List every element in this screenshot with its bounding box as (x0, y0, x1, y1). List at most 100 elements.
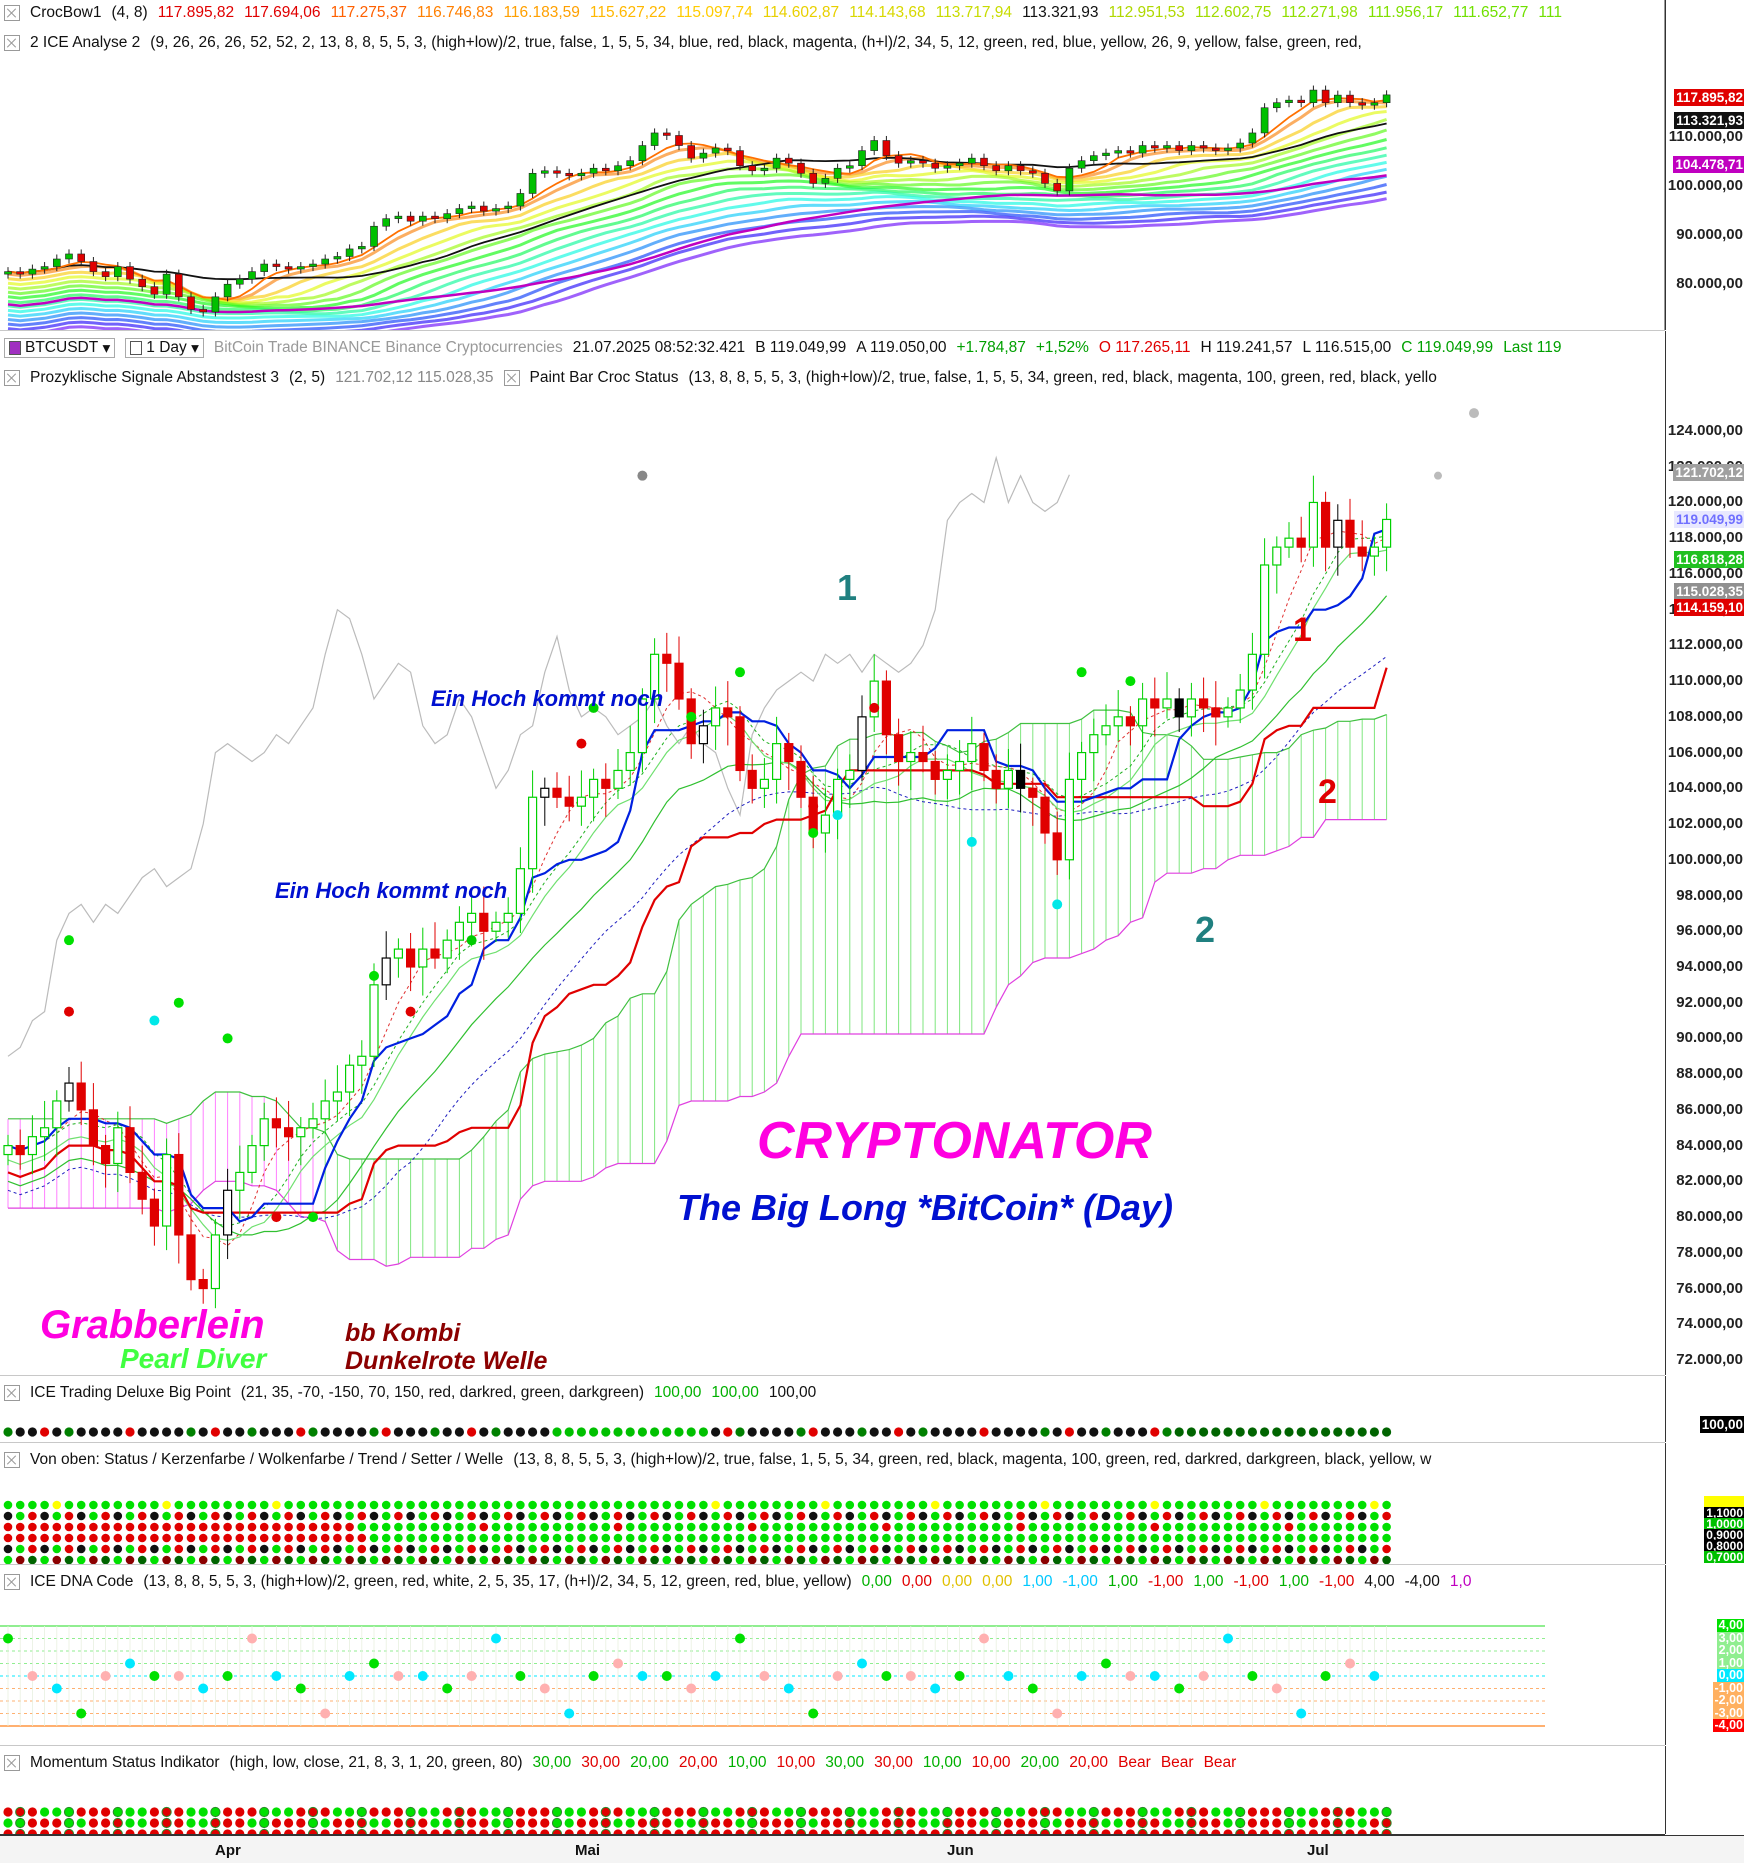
momentum-dot (906, 1829, 915, 1834)
status-dot (272, 1556, 281, 1564)
axis-tick: 80.000,00 (1676, 275, 1743, 292)
status-dot (1309, 1501, 1318, 1510)
status-dot (321, 1545, 330, 1554)
candle-body (1004, 770, 1012, 788)
momentum-dot (28, 1829, 37, 1834)
ice-deluxe-axis: 100,00 (1665, 1376, 1744, 1442)
candle-body (590, 779, 598, 797)
momentum-dot (918, 1818, 927, 1827)
momentum-dot (211, 1818, 220, 1827)
deluxe-dot (430, 1427, 439, 1436)
candle-body (749, 166, 756, 171)
momentum-dot (1297, 1807, 1306, 1816)
status-dot (1053, 1545, 1062, 1554)
candle-body (577, 797, 585, 806)
status-dot (1321, 1534, 1330, 1543)
deluxe-dot (16, 1427, 25, 1436)
momentum-dot (638, 1829, 647, 1834)
status-dot (907, 1534, 916, 1543)
status-dot (1077, 1534, 1086, 1543)
status-dot (406, 1512, 415, 1521)
momentum-dot (821, 1818, 830, 1827)
status-dot (1077, 1512, 1086, 1521)
status-dot (858, 1501, 867, 1510)
status-dot (797, 1534, 806, 1543)
momentum-dot (1248, 1818, 1257, 1827)
dna-code-chart (0, 1565, 1665, 1745)
candle-body (615, 166, 622, 171)
status-dot (236, 1545, 245, 1554)
status-dot (211, 1501, 220, 1510)
time-axis[interactable] (0, 1835, 1744, 1863)
status-dot (980, 1523, 989, 1532)
status-dot (907, 1512, 916, 1521)
candle-body (1224, 708, 1232, 717)
status-dot (602, 1545, 611, 1554)
status-dot (248, 1523, 257, 1532)
momentum-dot (479, 1829, 488, 1834)
status-dot (382, 1501, 391, 1510)
candle-body (1261, 108, 1268, 133)
status-dot (1090, 1545, 1099, 1554)
dna-dot (1369, 1671, 1379, 1681)
status-dot (1212, 1512, 1221, 1521)
status-dot (748, 1523, 757, 1532)
momentum-dot (260, 1818, 269, 1827)
deluxe-dot (28, 1427, 37, 1436)
status-dot (724, 1501, 733, 1510)
status-dot (1126, 1523, 1135, 1532)
axis-tick: 84.000,00 (1676, 1137, 1743, 1154)
status-dot (1248, 1512, 1257, 1521)
candle-body (200, 309, 207, 312)
deluxe-dot (1199, 1427, 1208, 1436)
status-dot (1090, 1534, 1099, 1543)
status-dot (1334, 1556, 1343, 1564)
momentum-dot (833, 1829, 842, 1834)
deluxe-dot (894, 1427, 903, 1436)
candle-body (724, 148, 731, 151)
status-dot (358, 1545, 367, 1554)
status-dot (821, 1534, 830, 1543)
deluxe-dot (955, 1427, 964, 1436)
deluxe-dot (382, 1427, 391, 1436)
status-dot (846, 1512, 855, 1521)
momentum-dot (699, 1829, 708, 1834)
status-dot (1309, 1523, 1318, 1532)
dna-dot (906, 1671, 916, 1681)
momentum-dot (40, 1807, 49, 1816)
ribbon-line (8, 155, 1387, 314)
momentum-dot (382, 1829, 391, 1834)
status-dot (1212, 1523, 1221, 1532)
annotation-dunkelrote-welle: Dunkelrote Welle (345, 1347, 547, 1376)
momentum-dot (833, 1807, 842, 1816)
status-dot (187, 1556, 196, 1564)
status-dot (589, 1534, 598, 1543)
deluxe-dot (1138, 1427, 1147, 1436)
status-dot (736, 1512, 745, 1521)
momentum-dot (589, 1807, 598, 1816)
signal-dot (467, 935, 477, 945)
candle-body (822, 178, 829, 183)
status-dot (382, 1512, 391, 1521)
status-dot (382, 1523, 391, 1532)
status-dot (1016, 1556, 1025, 1564)
status-dot (1358, 1534, 1367, 1543)
status-dot (1029, 1556, 1038, 1564)
momentum-dot (1248, 1829, 1257, 1834)
status-dot (833, 1534, 842, 1543)
status-dot (602, 1512, 611, 1521)
status-dot (1285, 1534, 1294, 1543)
momentum-dot (845, 1818, 854, 1827)
status-dot (1004, 1512, 1013, 1521)
status-dot (724, 1545, 733, 1554)
status-dot (650, 1545, 659, 1554)
candle-body (1163, 699, 1171, 708)
status-dot (467, 1512, 476, 1521)
status-dot (1102, 1556, 1111, 1564)
momentum-dot (443, 1829, 452, 1834)
candle-body (395, 216, 402, 219)
deluxe-dot (784, 1427, 793, 1436)
momentum-dot (650, 1807, 659, 1816)
deluxe-dot (272, 1427, 281, 1436)
momentum-dot (1162, 1807, 1171, 1816)
